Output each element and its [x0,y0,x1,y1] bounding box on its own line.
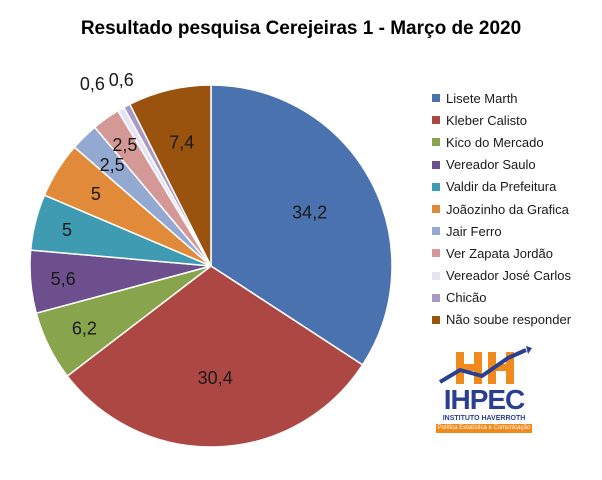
legend-label: Ver Zapata Jordão [446,245,553,261]
pie-slice [128,84,212,267]
legend-swatch [432,227,440,236]
legend-item: Vereador José Carlos [432,265,600,287]
legend-label: Vereador José Carlos [446,268,572,284]
pie-data-label: 34,2 [292,203,327,223]
legend-label: Lisete Marth [446,90,518,106]
legend-item: Joãozinho da Grafica [432,198,600,220]
legend-label: Não soube responder [446,312,572,328]
legend-item: Vereador Saulo [432,154,600,176]
legend-swatch [432,94,440,103]
legend-swatch [432,182,440,191]
legend-swatch [432,271,440,280]
pie-slice [66,265,364,448]
legend-swatch [432,249,440,258]
pie-data-label: 5 [62,220,72,240]
logo-graphic-icon [438,346,532,384]
pie-data-label: 6,2 [72,319,97,339]
legend-item: Chicão [432,287,600,309]
legend-label: Vereador Saulo [446,157,536,173]
logo-name: IHPEC [443,384,526,415]
legend-swatch [432,293,440,302]
legend-swatch [432,116,440,125]
pie-data-label: 2,5 [112,135,137,155]
pie-data-label: 5 [91,184,101,204]
legend-swatch [432,205,440,214]
pie-data-label: 0,6 [109,70,134,90]
legend-item: Valdir da Prefeitura [432,176,600,198]
legend-item: Não soube responder [432,309,600,331]
pie-data-labels: 34,2 30,4 6,2 5,6 55 2,52,5 0,6 0,6 7,4 [51,70,328,388]
logo-subtitle: INSTITUTO HAVERROTH [442,415,526,422]
logo-tagline: Política Estatística e Comunicação [436,424,532,433]
legend-swatch [432,160,440,169]
pie-data-label: 5,6 [51,269,76,289]
legend-item: Jair Ferro [432,220,600,242]
legend: Lisete Marth Kleber Calisto Kico do Mercad… [432,87,600,331]
legend-swatch [432,138,440,147]
legend-swatch [432,315,440,324]
pie-data-label: 7,4 [169,133,194,153]
legend-label: Kleber Calisto [446,112,527,128]
chart-title: Resultado pesquisa Cerejeiras 1 - Março … [80,18,522,39]
legend-item: Ver Zapata Jordão [432,242,600,264]
legend-item: Kico do Mercado [432,131,600,153]
ihpec-logo: IHPEC INSTITUTO HAVERROTH Política Estat… [434,344,534,434]
legend-label: Valdir da Prefeitura [446,179,557,195]
legend-label: Joãozinho da Grafica [446,201,569,217]
pie-data-label: 30,4 [198,368,233,388]
pie-data-label: 0,6 [80,74,105,94]
legend-label: Kico do Mercado [446,134,544,150]
legend-item: Lisete Marth [432,87,600,109]
pie-slices [29,84,393,448]
pie-data-label: 2,5 [100,155,125,175]
legend-item: Kleber Calisto [432,109,600,131]
legend-label: Jair Ferro [446,223,502,239]
legend-label: Chicão [446,290,487,306]
